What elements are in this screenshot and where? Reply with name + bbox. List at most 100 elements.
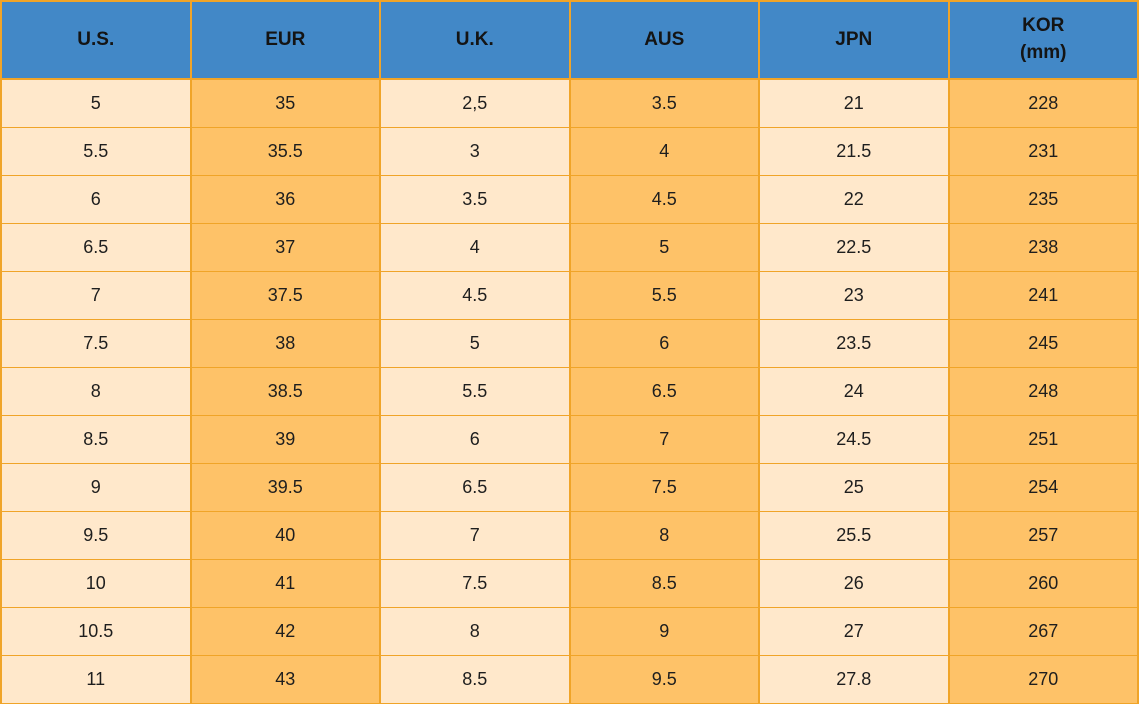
table-cell: 35.5 bbox=[189, 127, 381, 176]
table-row: 9.5 40 7 8 25.5 257 bbox=[0, 511, 1139, 560]
table-cell: 27 bbox=[758, 607, 950, 656]
table-cell: 267 bbox=[947, 607, 1139, 656]
header-row: U.S. EUR U.K. AUS JPN KOR (mm) bbox=[0, 0, 1139, 80]
table-cell: 7.5 bbox=[568, 463, 760, 512]
column-header-eur: EUR bbox=[189, 0, 381, 80]
table-header: U.S. EUR U.K. AUS JPN KOR (mm) bbox=[0, 0, 1139, 80]
table-cell: 6.5 bbox=[568, 367, 760, 416]
table-row: 7.5 38 5 6 23.5 245 bbox=[0, 319, 1139, 368]
column-header-jpn: JPN bbox=[758, 0, 950, 80]
table-cell: 5 bbox=[568, 223, 760, 272]
table-cell: 248 bbox=[947, 367, 1139, 416]
table-cell: 8 bbox=[0, 367, 192, 416]
table-row: 8.5 39 6 7 24.5 251 bbox=[0, 415, 1139, 464]
table-cell: 7.5 bbox=[0, 319, 192, 368]
table-cell: 11 bbox=[0, 655, 192, 704]
table-row: 7 37.5 4.5 5.5 23 241 bbox=[0, 271, 1139, 320]
table-row: 8 38.5 5.5 6.5 24 248 bbox=[0, 367, 1139, 416]
table-cell: 8 bbox=[568, 511, 760, 560]
table-cell: 37.5 bbox=[189, 271, 381, 320]
table-cell: 43 bbox=[189, 655, 381, 704]
table-cell: 4 bbox=[379, 223, 571, 272]
table-row: 10 41 7.5 8.5 26 260 bbox=[0, 559, 1139, 608]
column-header-kor-mm: KOR (mm) bbox=[947, 0, 1139, 80]
table-row: 10.5 42 8 9 27 267 bbox=[0, 607, 1139, 656]
table-cell: 5.5 bbox=[379, 367, 571, 416]
column-header-us: U.S. bbox=[0, 0, 192, 80]
table-cell: 35 bbox=[189, 78, 381, 128]
table-cell: 6.5 bbox=[0, 223, 192, 272]
table-cell: 8.5 bbox=[379, 655, 571, 704]
table-cell: 235 bbox=[947, 175, 1139, 224]
table-cell: 270 bbox=[947, 655, 1139, 704]
table-cell: 5 bbox=[379, 319, 571, 368]
table-cell: 24.5 bbox=[758, 415, 950, 464]
table-cell: 9.5 bbox=[0, 511, 192, 560]
table-row: 11 43 8.5 9.5 27.8 270 bbox=[0, 655, 1139, 704]
table-cell: 8 bbox=[379, 607, 571, 656]
table-cell: 9 bbox=[568, 607, 760, 656]
table-cell: 6 bbox=[568, 319, 760, 368]
table-cell: 2,5 bbox=[379, 78, 571, 128]
table-cell: 27.8 bbox=[758, 655, 950, 704]
table-body: 5 35 2,5 3.5 21 228 5.5 35.5 3 4 21.5 231 6 36 3.5 4.5 2… bbox=[0, 78, 1139, 704]
table-cell: 8.5 bbox=[0, 415, 192, 464]
table-cell: 6.5 bbox=[379, 463, 571, 512]
table-cell: 21.5 bbox=[758, 127, 950, 176]
table-cell: 23 bbox=[758, 271, 950, 320]
table-cell: 10.5 bbox=[0, 607, 192, 656]
table-cell: 38 bbox=[189, 319, 381, 368]
table-row: 6.5 37 4 5 22.5 238 bbox=[0, 223, 1139, 272]
table-cell: 42 bbox=[189, 607, 381, 656]
table-cell: 245 bbox=[947, 319, 1139, 368]
table-cell: 5.5 bbox=[0, 127, 192, 176]
table-cell: 4.5 bbox=[379, 271, 571, 320]
column-header-aus: AUS bbox=[568, 0, 760, 80]
table-cell: 8.5 bbox=[568, 559, 760, 608]
table-cell: 25 bbox=[758, 463, 950, 512]
table-cell: 7 bbox=[0, 271, 192, 320]
table-row: 5 35 2,5 3.5 21 228 bbox=[0, 78, 1139, 128]
table-cell: 238 bbox=[947, 223, 1139, 272]
table-cell: 22.5 bbox=[758, 223, 950, 272]
table-cell: 7 bbox=[379, 511, 571, 560]
table-cell: 6 bbox=[379, 415, 571, 464]
table-cell: 36 bbox=[189, 175, 381, 224]
table-cell: 38.5 bbox=[189, 367, 381, 416]
table-cell: 41 bbox=[189, 559, 381, 608]
table-cell: 5.5 bbox=[568, 271, 760, 320]
table-cell: 37 bbox=[189, 223, 381, 272]
table-cell: 3.5 bbox=[568, 78, 760, 128]
table-row: 5.5 35.5 3 4 21.5 231 bbox=[0, 127, 1139, 176]
table-row: 6 36 3.5 4.5 22 235 bbox=[0, 175, 1139, 224]
table-cell: 24 bbox=[758, 367, 950, 416]
table-cell: 7.5 bbox=[379, 559, 571, 608]
table-cell: 260 bbox=[947, 559, 1139, 608]
table-cell: 40 bbox=[189, 511, 381, 560]
table-cell: 241 bbox=[947, 271, 1139, 320]
table-cell: 251 bbox=[947, 415, 1139, 464]
table-cell: 4.5 bbox=[568, 175, 760, 224]
table-cell: 39 bbox=[189, 415, 381, 464]
table-cell: 257 bbox=[947, 511, 1139, 560]
column-header-uk: U.K. bbox=[379, 0, 571, 80]
table-cell: 21 bbox=[758, 78, 950, 128]
table-cell: 25.5 bbox=[758, 511, 950, 560]
table-cell: 254 bbox=[947, 463, 1139, 512]
table-cell: 6 bbox=[0, 175, 192, 224]
table-cell: 5 bbox=[0, 78, 192, 128]
table-cell: 3.5 bbox=[379, 175, 571, 224]
table-cell: 26 bbox=[758, 559, 950, 608]
table-cell: 9 bbox=[0, 463, 192, 512]
table-cell: 23.5 bbox=[758, 319, 950, 368]
table-cell: 3 bbox=[379, 127, 571, 176]
table-cell: 231 bbox=[947, 127, 1139, 176]
table-cell: 39.5 bbox=[189, 463, 381, 512]
table-cell: 228 bbox=[947, 78, 1139, 128]
table-cell: 22 bbox=[758, 175, 950, 224]
table-row: 9 39.5 6.5 7.5 25 254 bbox=[0, 463, 1139, 512]
table-cell: 4 bbox=[568, 127, 760, 176]
table-cell: 10 bbox=[0, 559, 192, 608]
table-cell: 7 bbox=[568, 415, 760, 464]
